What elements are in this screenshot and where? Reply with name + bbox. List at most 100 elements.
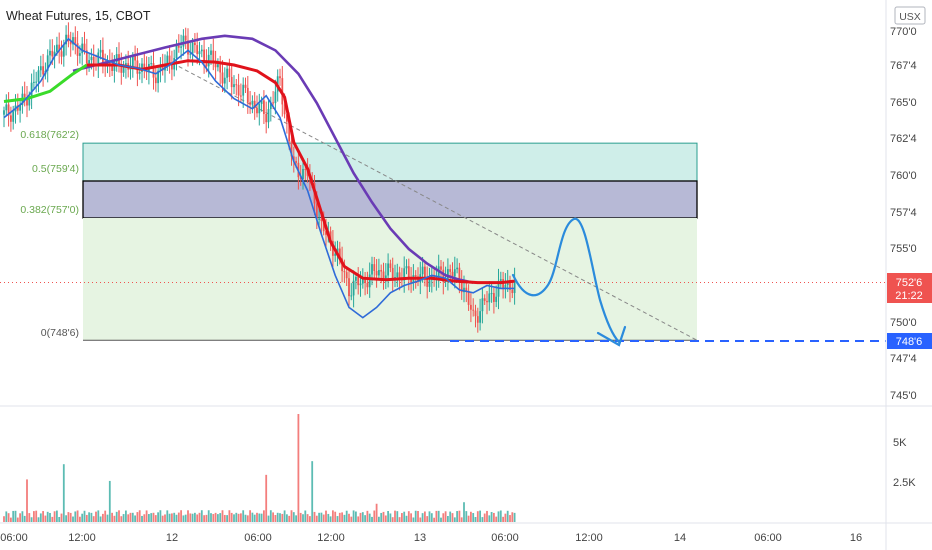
candle-body [451, 271, 454, 277]
volume-bar [373, 510, 376, 522]
volume-bar [83, 510, 86, 522]
volume-bar [481, 517, 484, 522]
candle-body [143, 63, 146, 69]
candle-body [447, 269, 449, 279]
volume-bar [106, 514, 109, 522]
candle-body [19, 105, 21, 111]
volume-bar [410, 513, 412, 522]
price-tick-label: 747'4 [890, 353, 917, 365]
candle-body [203, 49, 205, 62]
price-axis[interactable]: 770'0 767'4 765'0 762'4 760'0 757'4 755'0 750'0… [890, 26, 917, 402]
volume-bar [19, 513, 21, 522]
candle-body [125, 63, 127, 67]
candle-body [279, 76, 281, 79]
time-tick-label: 13 [414, 532, 426, 544]
volume-bar [430, 513, 433, 522]
volume-bar [341, 512, 343, 522]
volume-bar [76, 510, 79, 522]
candle-body [16, 105, 19, 111]
volume-bar [345, 510, 348, 522]
candle-body [5, 104, 8, 111]
candle-body [56, 44, 58, 52]
candle-body [320, 218, 323, 222]
candle-body [325, 231, 327, 235]
volume-bar [246, 515, 249, 522]
currency-selector[interactable]: USX [894, 6, 926, 25]
candle-body [46, 55, 49, 71]
volume-bar [506, 510, 509, 522]
volume-bar [401, 513, 403, 522]
volume-bar [97, 510, 100, 522]
price-tick-label: 760'0 [890, 170, 917, 182]
volume-bar [253, 514, 256, 522]
volume-bar [286, 514, 288, 522]
candle-body [122, 66, 125, 73]
volume-bar [426, 516, 429, 522]
price-tick-label: 750'0 [890, 317, 917, 329]
candle-body [37, 70, 40, 82]
volume-bar [361, 512, 364, 522]
candle-body [251, 100, 254, 105]
volume-bar [129, 512, 132, 522]
candle-body [99, 49, 102, 53]
candle-body [389, 263, 392, 268]
volume-bar [497, 511, 500, 522]
volume-bar [465, 511, 468, 522]
price-tick-label: 757'4 [890, 207, 917, 219]
candle-body [428, 280, 431, 287]
volume-bar [214, 512, 217, 522]
candle-body [391, 267, 394, 280]
candle-body [465, 287, 468, 291]
candle-body [92, 56, 95, 66]
volume-bar [168, 513, 171, 522]
volume-bar [191, 513, 194, 522]
volume-bar [90, 512, 93, 522]
volume-bar [217, 514, 219, 522]
candle-body [338, 248, 341, 259]
candle-body [426, 276, 429, 287]
volume-bar [288, 515, 291, 522]
time-tick-label: 12 [166, 532, 178, 544]
volume-bar [355, 511, 357, 522]
volume-bar [368, 513, 371, 522]
volume-bar [244, 514, 247, 522]
volume-bar [219, 513, 222, 522]
volume-bar [348, 513, 350, 522]
volume-bar [115, 511, 118, 522]
candle-body [403, 268, 406, 281]
volume-bar [267, 515, 270, 522]
volume-bar [398, 517, 401, 522]
time-axis[interactable]: 06:00 12:00 12 06:00 12:00 13 06:00 12:00 14 06:0… [0, 532, 862, 544]
current-price-value: 752'6 [896, 277, 923, 289]
volume-bar [175, 514, 178, 522]
volume-bar [35, 510, 38, 522]
volume-bar [304, 510, 307, 522]
volume-bar [205, 514, 208, 522]
volume-bar [92, 516, 95, 522]
volume-bar [159, 510, 162, 522]
volume-bar [295, 515, 297, 522]
volume-bar [258, 513, 261, 522]
volume-axis: 5K 2.5K [893, 437, 916, 489]
ma-fast-line [3, 37, 515, 319]
time-tick-label: 14 [674, 532, 686, 544]
volume-bar [127, 514, 130, 522]
volume-bar [380, 512, 383, 522]
time-tick-label: 06:00 [0, 532, 28, 544]
volume-bar [131, 512, 134, 522]
candle-body [111, 64, 113, 71]
candle-body [219, 64, 222, 73]
volume-bar [281, 513, 284, 522]
volume-bar [184, 514, 187, 522]
volume-bar [171, 513, 173, 522]
candle-body [102, 49, 104, 63]
candle-body [322, 221, 325, 232]
volume-bar [203, 515, 205, 522]
candle-body [460, 280, 463, 293]
volume-bar [207, 510, 210, 522]
candle-body [396, 272, 399, 278]
volume-bar [329, 516, 332, 522]
volume-bar [256, 512, 258, 522]
projection-drawing [511, 217, 621, 344]
candle-body [283, 104, 286, 115]
